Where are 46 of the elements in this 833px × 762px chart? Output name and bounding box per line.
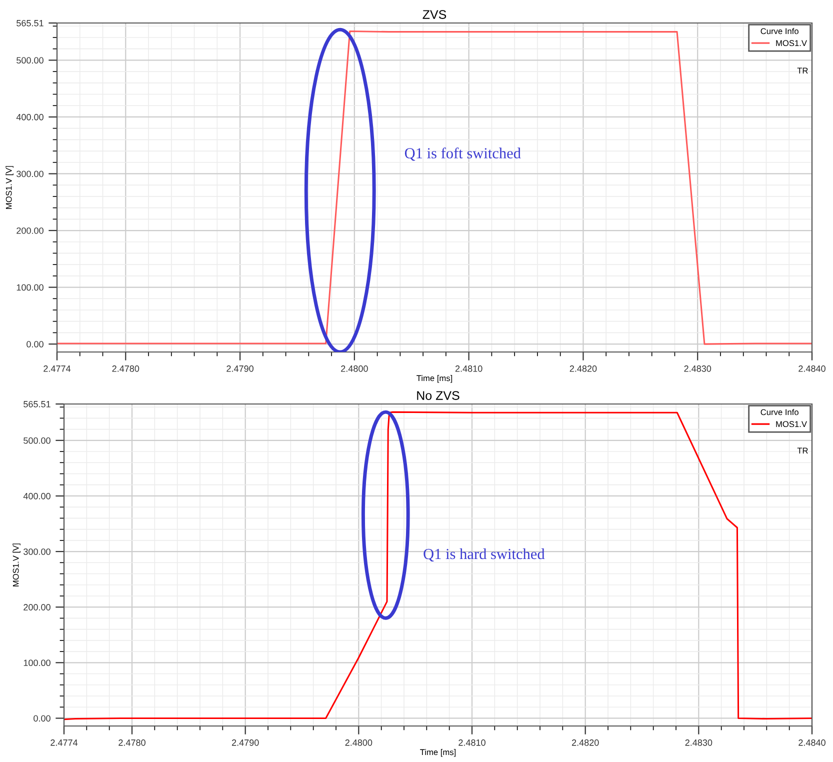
y-tick-label: 0.00 bbox=[26, 341, 44, 348]
x-tick-label: 2.4840 bbox=[798, 739, 826, 746]
chart-title: ZVS bbox=[422, 10, 446, 19]
y-tick-label: 0.00 bbox=[34, 715, 50, 722]
line-series bbox=[57, 30, 812, 345]
x-tick-label: 2.4820 bbox=[570, 365, 597, 372]
annotation: TR bbox=[797, 68, 808, 74]
x-axis-title: Time [ms] bbox=[416, 375, 452, 383]
y-tick-label: 300.00 bbox=[24, 548, 50, 555]
y-tick-label: 565.51 bbox=[16, 20, 44, 26]
annotation: Q1 is hard switched bbox=[424, 548, 545, 562]
x-tick-label: 2.4800 bbox=[345, 739, 372, 746]
line-series bbox=[64, 411, 812, 720]
y-tick-label: 200.00 bbox=[24, 604, 50, 610]
y-axis-title: MOS1.V [V] bbox=[12, 544, 20, 586]
x-tick-label: 2.4810 bbox=[458, 739, 486, 746]
y-tick-label: 100.00 bbox=[24, 660, 50, 666]
y-tick-label: 100.00 bbox=[16, 284, 44, 291]
y-tick-label: 400.00 bbox=[16, 114, 44, 120]
y-tick-label: 500.00 bbox=[16, 57, 44, 64]
x-tick-label: 2.4810 bbox=[455, 365, 482, 372]
x-axis-title: Time [ms] bbox=[420, 749, 456, 757]
y-tick-label: 500.00 bbox=[24, 437, 50, 444]
x-tick-label: 2.4780 bbox=[112, 365, 140, 372]
x-tick-label: 2.4820 bbox=[572, 739, 599, 746]
y-tick-label: 300.00 bbox=[16, 170, 44, 178]
x-tick-label: 2.4780 bbox=[118, 739, 146, 746]
x-tick-label: 2.4830 bbox=[684, 365, 712, 372]
annotation: Q1 is foft switched bbox=[404, 148, 521, 161]
y-tick-label: 400.00 bbox=[23, 492, 50, 500]
annotation: TR bbox=[797, 448, 808, 454]
y-axis-title: MOS1.V [V] bbox=[6, 166, 14, 209]
x-tick-label: 2.4830 bbox=[685, 739, 712, 746]
legend-label: MOS1.V bbox=[776, 40, 807, 46]
x-tick-label: 2.4790 bbox=[226, 365, 254, 372]
x-tick-label: 2.4774 bbox=[50, 739, 78, 746]
x-tick-label: 2.4790 bbox=[232, 739, 259, 746]
legend-title: Curve Info bbox=[760, 409, 798, 416]
chart-title: No ZVS bbox=[417, 391, 460, 400]
x-tick-label: 2.4800 bbox=[341, 365, 368, 372]
y-tick-label: 565.51 bbox=[24, 400, 50, 408]
x-tick-label: 2.4840 bbox=[798, 365, 826, 372]
y-tick-label: 200.00 bbox=[16, 227, 44, 234]
legend-title: Curve Info bbox=[760, 28, 798, 34]
legend-label: MOS1.V bbox=[776, 421, 807, 428]
x-tick-label: 2.4774 bbox=[44, 365, 71, 372]
